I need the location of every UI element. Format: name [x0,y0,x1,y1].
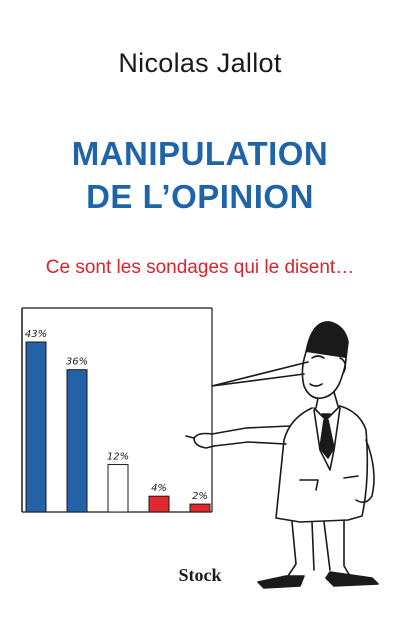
chart-bar [107,464,129,513]
bar-value-label: 4% [151,483,167,494]
caricature-figure [185,321,379,589]
title-line-1: MANIPULATION [71,135,329,172]
publisher-name: Stock [178,565,222,585]
cover-illustration: 43% 36% 12% 4% 2% [21,307,379,589]
subtitle: Ce sont les sondages qui le disent… [45,257,355,278]
bar-group: 43% 36% 12% 4% 2% [25,329,211,513]
bar-value-label: 2% [192,491,208,502]
chart-bar [189,503,211,513]
bar-value-label: 43% [25,329,47,340]
chart-bar [25,341,47,513]
chart-bar [148,495,170,513]
bar-value-label: 36% [66,357,88,368]
bar-value-label: 12% [107,452,129,463]
chart-bar [66,369,88,513]
chart-board [21,307,213,513]
author-name: Nicolas Jallot [118,48,282,78]
title-line-2: DE L’OPINION [86,178,314,215]
